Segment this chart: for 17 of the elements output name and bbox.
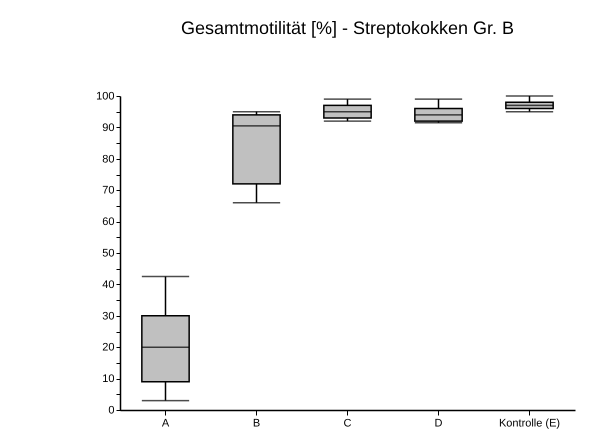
x-tick-label: Kontrolle (E): [498, 418, 560, 430]
chart-title: Gesamtmotilität [%] - Streptokokken Gr. B: [180, 18, 514, 38]
y-tick-label: 20: [102, 342, 114, 354]
x-tick-label: A: [162, 418, 170, 430]
y-tick-label: 60: [102, 216, 114, 228]
y-tick-label: 40: [102, 278, 114, 291]
y-tick-label: 0: [108, 404, 114, 416]
y-tick-label: 50: [102, 248, 114, 260]
y-tick-label: 10: [102, 373, 114, 386]
x-tick-label: C: [344, 418, 352, 430]
x-tick-label: B: [252, 418, 260, 430]
y-tick-label: 70: [102, 184, 114, 197]
y-tick-label: 80: [102, 153, 114, 166]
y-tick-label: 30: [102, 310, 114, 322]
y-tick-label: 90: [102, 122, 114, 134]
x-tick-label: D: [434, 418, 443, 430]
y-tick-label: 100: [96, 90, 114, 102]
